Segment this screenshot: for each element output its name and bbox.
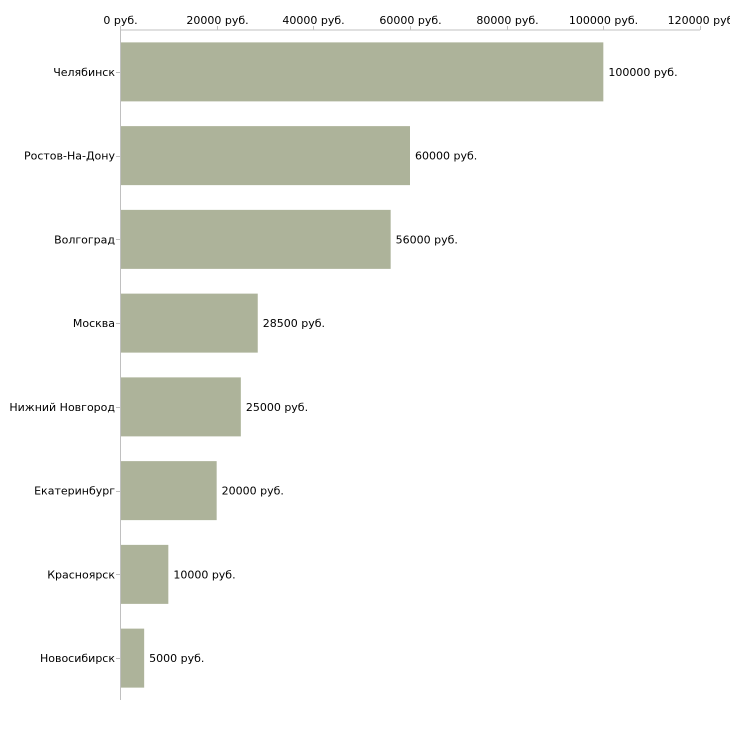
data-label: 25000 руб. bbox=[246, 401, 308, 414]
data-label: 100000 руб. bbox=[608, 66, 677, 79]
data-label: 20000 руб. bbox=[222, 485, 284, 498]
bar bbox=[121, 126, 410, 186]
x-tick-label: 80000 руб. bbox=[476, 14, 538, 27]
category-label: Москва bbox=[73, 317, 115, 330]
bar bbox=[121, 42, 604, 102]
category-label: Красноярск bbox=[47, 568, 115, 581]
data-label: 5000 руб. bbox=[149, 652, 204, 665]
bar bbox=[121, 209, 391, 269]
bar bbox=[121, 293, 258, 353]
category-label: Волгоград bbox=[54, 233, 115, 246]
category-label: Ростов-На-Дону bbox=[24, 150, 115, 163]
bar bbox=[121, 544, 169, 604]
data-label: 56000 руб. bbox=[396, 233, 458, 246]
data-label: 60000 руб. bbox=[415, 150, 477, 163]
bar bbox=[121, 377, 241, 437]
bar bbox=[121, 461, 217, 521]
x-tick-label: 100000 руб. bbox=[569, 14, 638, 27]
category-label: Новосибирск bbox=[40, 652, 115, 665]
x-tick-label: 0 руб. bbox=[103, 14, 137, 27]
category-label: Екатеринбург bbox=[34, 485, 115, 498]
x-tick-label: 20000 руб. bbox=[186, 14, 248, 27]
data-label: 28500 руб. bbox=[263, 317, 325, 330]
bar bbox=[121, 628, 145, 688]
x-tick-label: 40000 руб. bbox=[282, 14, 344, 27]
x-tick-label: 120000 руб bbox=[668, 14, 730, 27]
x-tick-label: 60000 руб. bbox=[379, 14, 441, 27]
category-label: Челябинск bbox=[53, 66, 115, 79]
data-label: 10000 руб. bbox=[173, 568, 235, 581]
category-label: Нижний Новгород bbox=[9, 401, 115, 414]
